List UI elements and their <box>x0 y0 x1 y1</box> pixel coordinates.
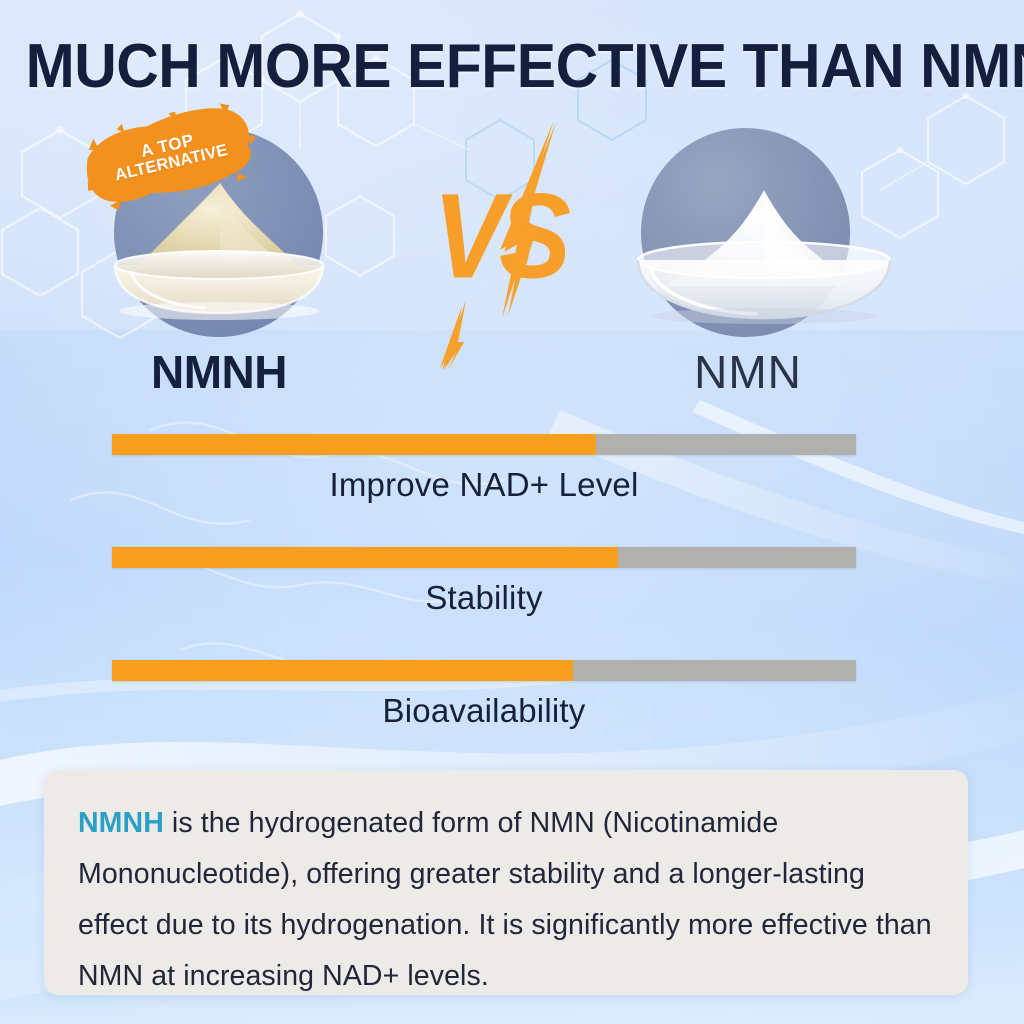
bar-fill <box>112 660 574 681</box>
bar-group-improve-nad-level: Improve NAD+ Level <box>112 434 856 504</box>
bar-label: Improve NAD+ Level <box>329 466 639 503</box>
page-title: MUCH MORE EFFECTIVE THAN NMN <box>25 32 1024 101</box>
bar-track <box>112 547 856 568</box>
bar-label: Stability <box>425 579 543 616</box>
product-name-nmnh: NMNH <box>151 346 287 398</box>
bar-track <box>112 660 856 681</box>
bar-group-bioavailability: Bioavailability <box>112 660 856 730</box>
nmnh-powder-dish-image <box>95 165 345 340</box>
description-body: is the hydrogenated form of NMN (Nicotin… <box>78 807 932 992</box>
versus-label: VS <box>432 167 571 304</box>
bar-fill <box>112 434 596 455</box>
bar-group-stability: Stability <box>112 547 856 617</box>
bar-fill <box>112 547 618 568</box>
top-alternative-badge: A TOP ALTERNATIVE <box>75 95 264 214</box>
comparison-bar-chart: Improve NAD+ Level Stability Bioavailabi… <box>112 434 856 773</box>
description-text: NMNH is the hydrogenated form of NMN (Ni… <box>78 798 934 1002</box>
description-highlight: NMNH <box>78 807 164 839</box>
bar-label: Bioavailability <box>382 692 586 729</box>
nmn-powder-dish-image <box>628 176 900 341</box>
bar-track <box>112 434 856 455</box>
description-panel: NMNH is the hydrogenated form of NMN (Ni… <box>44 770 968 995</box>
product-name-nmn: NMN <box>694 346 802 398</box>
versus-emblem: VS <box>404 120 594 370</box>
